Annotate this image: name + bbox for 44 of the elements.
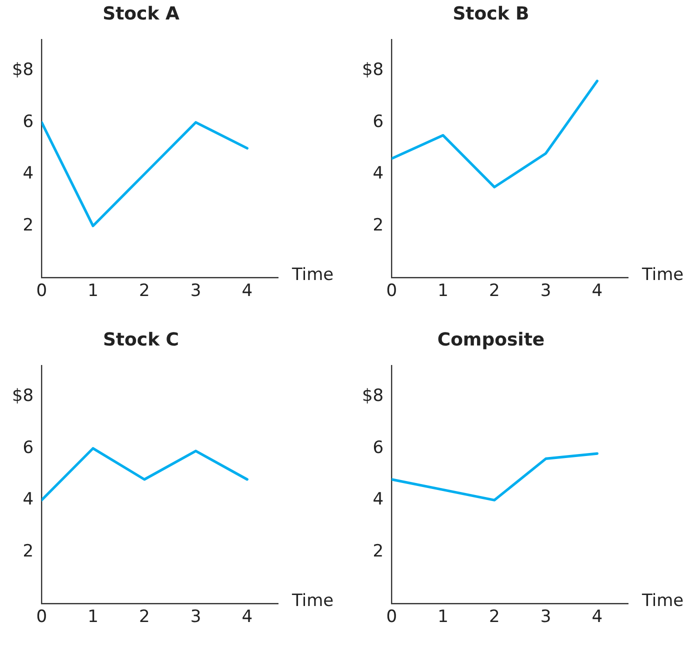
- x-tick-label: 2: [488, 281, 500, 302]
- chart-title: Stock C: [102, 329, 180, 350]
- y-tick-label: 6: [372, 438, 384, 458]
- x-axis-title: Time: [641, 265, 684, 286]
- y-tick-label: 2: [372, 541, 384, 562]
- x-axis-title: Time: [291, 265, 334, 286]
- x-tick-label: 4: [242, 607, 253, 628]
- x-tick-label: 1: [438, 607, 448, 628]
- y-tick-label: 4: [372, 490, 384, 510]
- x-tick-label: 2: [138, 607, 150, 628]
- y-tick-label: 4: [372, 164, 384, 184]
- x-axis-title: Time: [641, 591, 684, 612]
- y-tick-label: 2: [22, 215, 34, 236]
- chart-title: Composite: [437, 329, 545, 350]
- x-tick-label: 4: [592, 607, 603, 628]
- x-tick-label: 4: [592, 281, 603, 302]
- x-tick-label: 4: [242, 281, 253, 302]
- x-tick-label: 0: [36, 281, 48, 302]
- x-tick-label: 2: [488, 607, 500, 628]
- x-tick-label: 2: [138, 281, 150, 302]
- y-tick-label: $8: [362, 386, 384, 406]
- y-tick-label: 6: [22, 438, 34, 458]
- x-tick-label: 1: [88, 281, 98, 302]
- x-tick-label: 3: [540, 281, 552, 302]
- x-tick-label: 0: [386, 607, 398, 628]
- y-tick-label: 4: [22, 164, 34, 184]
- x-tick-label: 3: [190, 607, 202, 628]
- x-tick-label: 3: [190, 281, 202, 302]
- x-tick-label: 1: [88, 607, 98, 628]
- x-axis-title: Time: [291, 591, 334, 612]
- y-tick-label: 2: [22, 541, 34, 562]
- x-tick-label: 0: [386, 281, 398, 302]
- y-tick-label: 4: [22, 490, 34, 510]
- y-tick-label: 2: [372, 215, 384, 236]
- y-tick-label: $8: [12, 60, 34, 80]
- chart-title: Stock B: [452, 3, 530, 24]
- chart-title: Stock A: [102, 3, 180, 24]
- y-tick-label: 6: [372, 112, 384, 132]
- y-tick-label: 6: [22, 112, 34, 132]
- y-tick-label: $8: [12, 386, 34, 406]
- y-tick-label: $8: [362, 60, 384, 80]
- x-tick-label: 3: [540, 607, 552, 628]
- x-tick-label: 0: [36, 607, 48, 628]
- x-tick-label: 1: [438, 281, 448, 302]
